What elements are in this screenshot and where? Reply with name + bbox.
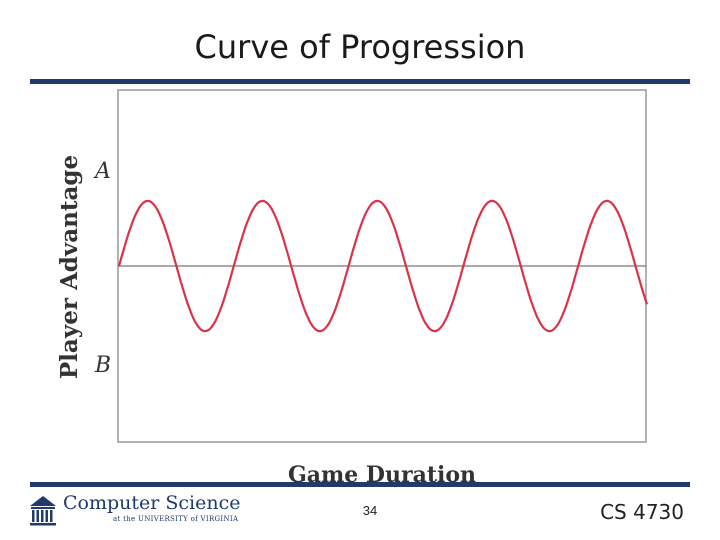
course-code: CS 4730: [600, 500, 684, 524]
logo-title: Computer Science: [63, 492, 241, 514]
y-axis-label: Player Advantage: [56, 155, 83, 379]
logo-subtitle: at the UNIVERSITY of VIRGINIA: [113, 515, 239, 523]
y-top-label: A: [93, 159, 111, 184]
y-bottom-label: B: [94, 353, 111, 378]
footer-divider: [30, 482, 690, 487]
title-divider: [30, 79, 690, 84]
rotunda-icon: [30, 496, 56, 526]
department-logo: Computer Science at the UNIVERSITY of VI…: [28, 492, 241, 528]
advantage-curve: [117, 199, 649, 333]
page-number: 34: [362, 503, 378, 518]
slide-title: Curve of Progression: [194, 28, 526, 66]
